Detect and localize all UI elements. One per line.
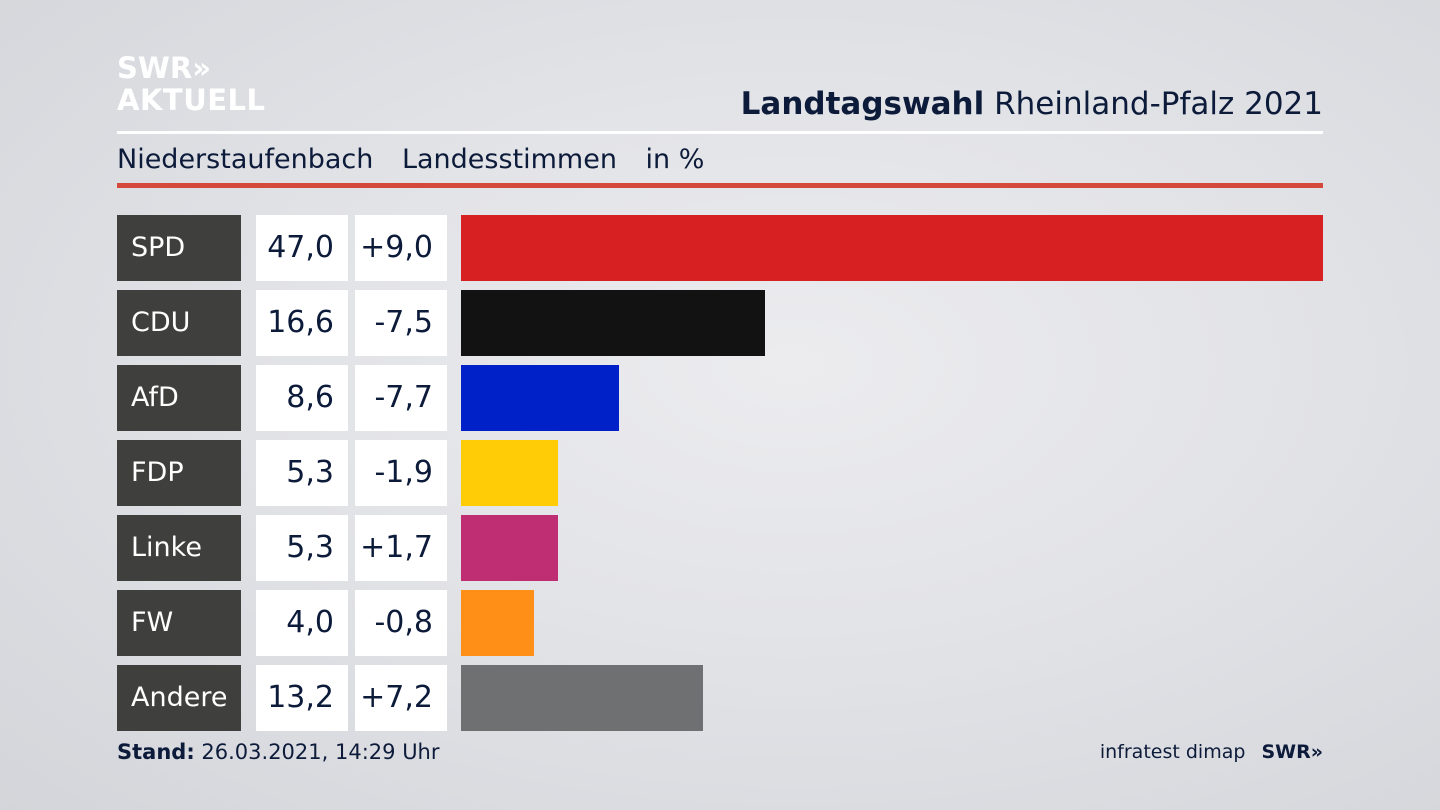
vote-share-label: 47,0 bbox=[256, 215, 348, 281]
title-bold: Landtagswahl bbox=[740, 86, 985, 122]
bar-fw bbox=[461, 590, 534, 656]
subtitle-divider bbox=[117, 183, 1323, 188]
swr-aktuell-logo: SWR» AKTUELL bbox=[117, 52, 266, 116]
party-label: AfD bbox=[117, 365, 241, 431]
source-credit: infratest dimap SWR» bbox=[1100, 741, 1323, 763]
change-label: +7,2 bbox=[355, 665, 447, 731]
subtitle-place: Niederstaufenbach bbox=[117, 144, 374, 175]
vote-share-label: 8,6 bbox=[256, 365, 348, 431]
party-label: FW bbox=[117, 590, 241, 656]
bar-row: CDU 16,6 -7,5 bbox=[117, 290, 1323, 356]
bar-row: FDP 5,3 -1,9 bbox=[117, 440, 1323, 506]
logo-line-1: SWR» bbox=[117, 51, 211, 85]
bar-row: FW 4,0 -0,8 bbox=[117, 590, 1323, 656]
subtitle: Niederstaufenbach Landesstimmen in % bbox=[117, 144, 724, 175]
bar-cdu bbox=[461, 290, 765, 356]
bar-afd bbox=[461, 365, 619, 431]
bar-row: AfD 8,6 -7,7 bbox=[117, 365, 1323, 431]
bar-row: Andere 13,2 +7,2 bbox=[117, 665, 1323, 731]
vote-share-label: 16,6 bbox=[256, 290, 348, 356]
source-brand: SWR» bbox=[1261, 741, 1323, 763]
change-label: -1,9 bbox=[355, 440, 447, 506]
vote-share-label: 5,3 bbox=[256, 440, 348, 506]
header-divider bbox=[117, 131, 1323, 134]
subtitle-unit: in % bbox=[645, 144, 705, 175]
timestamp: Stand: 26.03.2021, 14:29 Uhr bbox=[117, 740, 440, 764]
party-label: SPD bbox=[117, 215, 241, 281]
change-label: -7,7 bbox=[355, 365, 447, 431]
vote-share-label: 5,3 bbox=[256, 515, 348, 581]
bar-row: Linke 5,3 +1,7 bbox=[117, 515, 1323, 581]
bar-spd bbox=[461, 215, 1323, 281]
party-label: FDP bbox=[117, 440, 241, 506]
title-regular: Rheinland-Pfalz 2021 bbox=[994, 86, 1323, 122]
subtitle-vote-type: Landesstimmen bbox=[401, 144, 617, 175]
change-label: -0,8 bbox=[355, 590, 447, 656]
bar-row: SPD 47,0 +9,0 bbox=[117, 215, 1323, 281]
source-name: infratest dimap bbox=[1099, 741, 1246, 763]
party-label: CDU bbox=[117, 290, 241, 356]
page-title: Landtagswahl Rheinland-Pfalz 2021 bbox=[741, 86, 1323, 122]
stand-label: Stand: bbox=[117, 740, 195, 764]
party-label: Linke bbox=[117, 515, 241, 581]
bar-linke bbox=[461, 515, 558, 581]
change-label: +9,0 bbox=[355, 215, 447, 281]
vote-share-label: 4,0 bbox=[256, 590, 348, 656]
bar-andere bbox=[461, 665, 703, 731]
change-label: +1,7 bbox=[355, 515, 447, 581]
party-label: Andere bbox=[117, 665, 241, 731]
logo-line-2: AKTUELL bbox=[117, 83, 266, 117]
stand-value: 26.03.2021, 14:29 Uhr bbox=[201, 740, 440, 764]
change-label: -7,5 bbox=[355, 290, 447, 356]
bar-fdp bbox=[461, 440, 558, 506]
vote-share-label: 13,2 bbox=[256, 665, 348, 731]
